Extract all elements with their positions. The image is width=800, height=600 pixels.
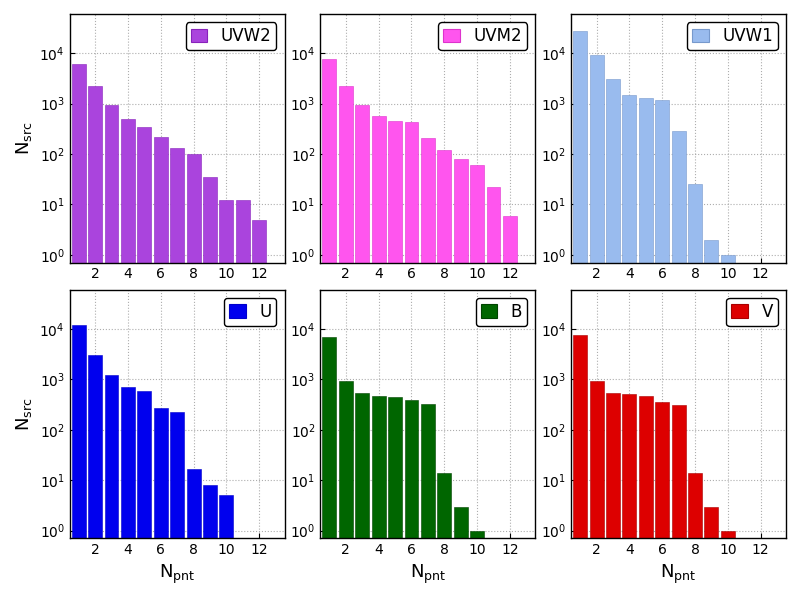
- Bar: [355, 104, 370, 600]
- Bar: [421, 138, 435, 600]
- Bar: [219, 200, 234, 600]
- Bar: [105, 104, 118, 600]
- Bar: [470, 165, 484, 600]
- Bar: [388, 397, 402, 600]
- Bar: [470, 530, 484, 600]
- Bar: [88, 86, 102, 600]
- Bar: [573, 335, 587, 600]
- Bar: [590, 380, 603, 600]
- Bar: [322, 337, 337, 600]
- Bar: [688, 184, 702, 600]
- Bar: [705, 506, 718, 600]
- Bar: [170, 412, 184, 600]
- Bar: [688, 473, 702, 600]
- Bar: [672, 131, 686, 600]
- Bar: [322, 59, 337, 600]
- Bar: [203, 177, 217, 600]
- Bar: [606, 393, 620, 600]
- Bar: [486, 187, 501, 600]
- Bar: [622, 394, 636, 600]
- Bar: [219, 496, 234, 600]
- Bar: [503, 215, 517, 600]
- Bar: [339, 380, 353, 600]
- Bar: [655, 100, 669, 600]
- Y-axis label: N$_{\rm src}$: N$_{\rm src}$: [14, 397, 34, 431]
- Bar: [454, 506, 468, 600]
- Bar: [388, 121, 402, 600]
- Bar: [606, 79, 620, 600]
- Bar: [639, 395, 653, 600]
- Bar: [186, 469, 201, 600]
- Bar: [186, 154, 201, 600]
- Legend: UVW2: UVW2: [186, 22, 276, 50]
- Y-axis label: N$_{\rm src}$: N$_{\rm src}$: [14, 121, 34, 155]
- Legend: U: U: [224, 298, 276, 326]
- Bar: [236, 200, 250, 600]
- X-axis label: N$_{\rm pnt}$: N$_{\rm pnt}$: [661, 563, 697, 586]
- X-axis label: N$_{\rm pnt}$: N$_{\rm pnt}$: [159, 563, 195, 586]
- Bar: [72, 64, 86, 600]
- Bar: [138, 127, 151, 600]
- Bar: [154, 137, 168, 600]
- Bar: [721, 530, 735, 600]
- Bar: [454, 159, 468, 600]
- Bar: [339, 86, 353, 600]
- Bar: [438, 473, 451, 600]
- Bar: [170, 148, 184, 600]
- Bar: [372, 116, 386, 600]
- Bar: [121, 119, 135, 600]
- Bar: [121, 387, 135, 600]
- Bar: [655, 402, 669, 600]
- Bar: [88, 355, 102, 600]
- Bar: [672, 405, 686, 600]
- Bar: [138, 391, 151, 600]
- Bar: [639, 98, 653, 600]
- Bar: [705, 239, 718, 600]
- Bar: [622, 95, 636, 600]
- Bar: [590, 55, 603, 600]
- Bar: [355, 392, 370, 600]
- Bar: [105, 376, 118, 600]
- Bar: [154, 408, 168, 600]
- Bar: [405, 400, 418, 600]
- Bar: [372, 395, 386, 600]
- Bar: [421, 404, 435, 600]
- Bar: [573, 31, 587, 600]
- Legend: B: B: [476, 298, 527, 326]
- Legend: UVM2: UVM2: [438, 22, 527, 50]
- Bar: [438, 150, 451, 600]
- Bar: [252, 220, 266, 600]
- Legend: V: V: [726, 298, 778, 326]
- Bar: [405, 122, 418, 600]
- Bar: [721, 255, 735, 600]
- Legend: UVW1: UVW1: [687, 22, 778, 50]
- Bar: [72, 325, 86, 600]
- Bar: [203, 485, 217, 600]
- X-axis label: N$_{\rm pnt}$: N$_{\rm pnt}$: [410, 563, 446, 586]
